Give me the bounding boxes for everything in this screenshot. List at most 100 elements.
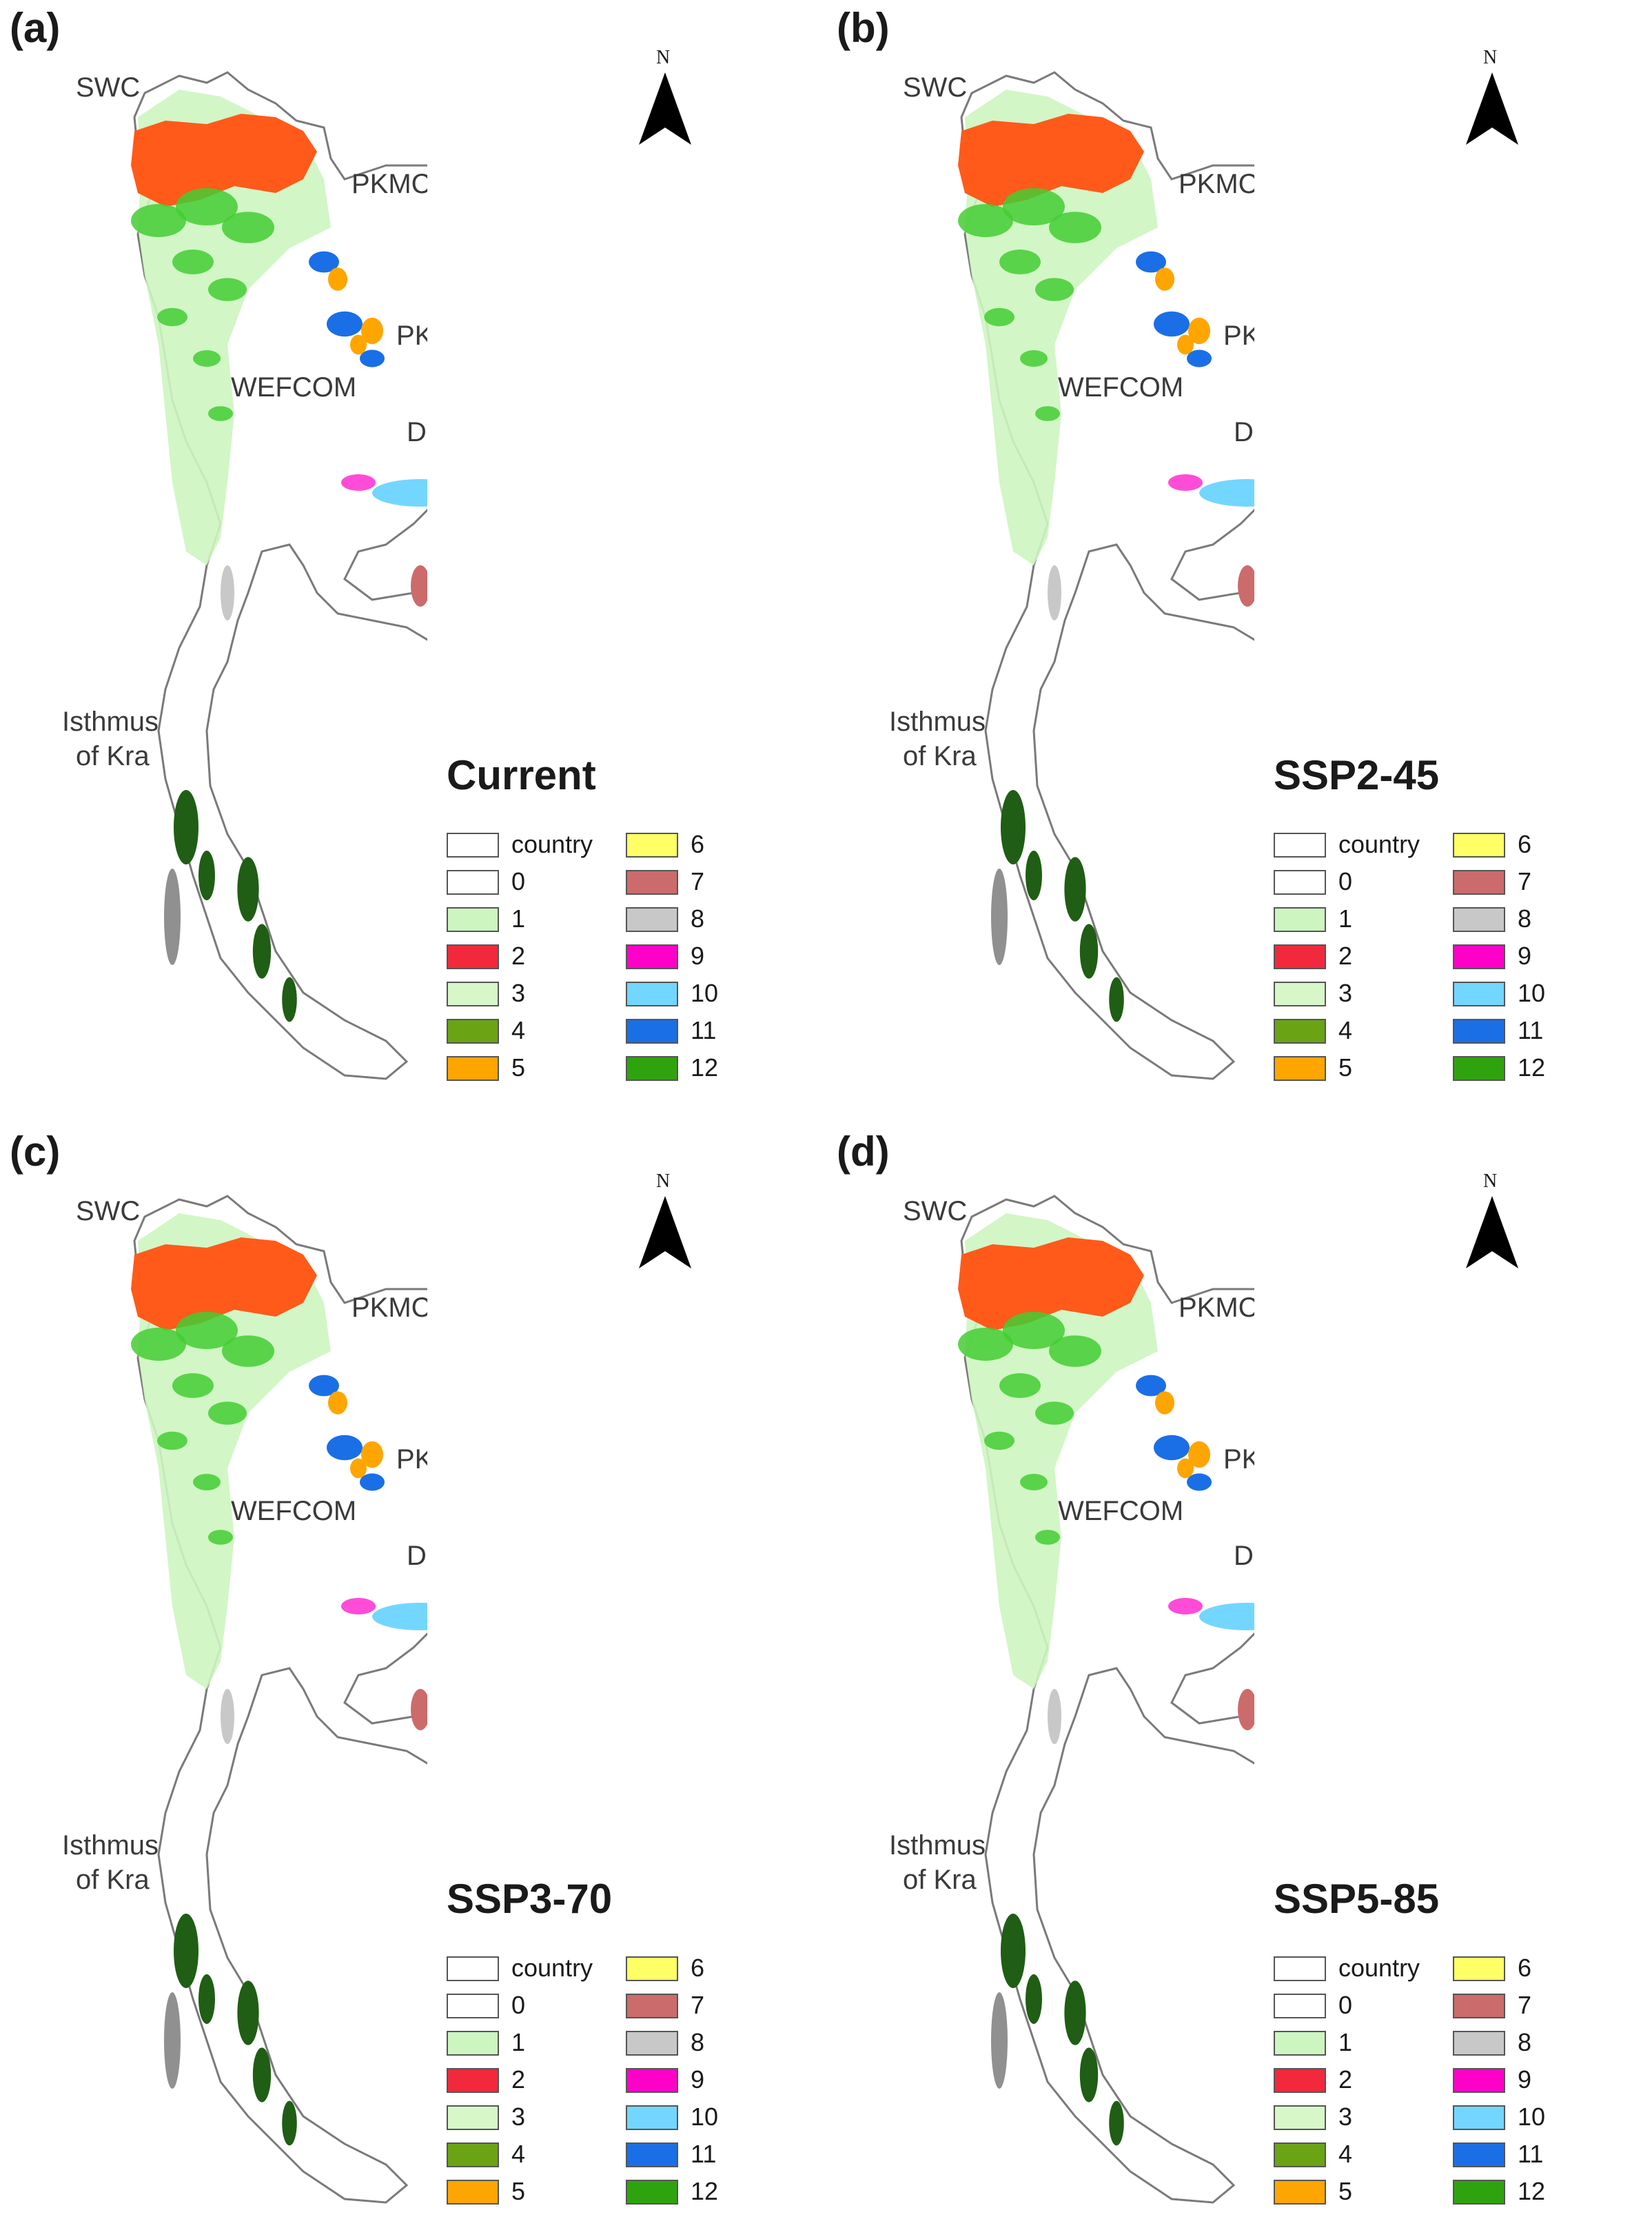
legend-label: 0 [511,1991,526,2019]
red-brown-patch [411,1689,427,1730]
legend-label: 9 [691,942,705,970]
legend-swatch [626,2031,678,2056]
blue-patch [327,311,363,337]
legend-swatch [447,833,499,858]
legend-swatch [1274,1019,1326,1044]
legend-swatch [1274,1956,1326,1981]
blue-patch [1187,349,1212,367]
green-patch [193,1474,221,1490]
blue-patch [1136,251,1166,273]
label-of-kra: of Kra [76,741,150,771]
magenta-patch [1168,1598,1203,1614]
dark-green-patch [282,977,297,1022]
green-patch [984,307,1014,327]
map-panel-b: (b) SWC PKMC PKNN WEFCOM DYKY Isthmus of Kra N SS… [827,0,1640,1103]
green-patch [176,188,238,225]
legend-label: 9 [691,2065,705,2094]
legend-swatch [447,2031,499,2056]
legend-label: country [511,1954,593,1982]
orange-patch [1188,317,1210,345]
north-arrow-icon [1466,1196,1518,1268]
legend-swatch [1453,1956,1505,1981]
blue-patch [360,1473,385,1491]
panel-letter: (b) [837,5,890,51]
label-swc: SWC [76,72,140,103]
legend-label: country [1338,1954,1420,1982]
label-pkmc: PKMC [351,169,427,199]
legend-label: 10 [691,2103,719,2131]
dark-green-patch [252,2047,272,2103]
green-patch [1035,406,1060,421]
legend-label: 9 [1518,2065,1532,2094]
label-swc: SWC [903,72,967,103]
green-patch [222,212,274,243]
green-patch [999,250,1041,274]
orange-patch [361,317,383,345]
label-dyky: DYKY [1234,417,1254,447]
label-swc: SWC [903,1196,967,1226]
label-wefcom: WEFCOM [1058,1496,1183,1526]
green-patch [1003,188,1065,225]
legend-swatch [1274,2031,1326,2056]
legend-swatch [447,944,499,969]
dark-green-patch [252,924,272,979]
blue-patch [327,1435,363,1461]
legend-label: 2 [1338,942,1353,970]
blue-patch [309,1375,339,1397]
legend-swatch [1274,2068,1326,2093]
legend-swatch [1274,870,1326,895]
legend-swatch [1453,2068,1505,2093]
magenta-patch [341,474,376,491]
label-wefcom: WEFCOM [231,1496,356,1526]
legend-label: 7 [1518,867,1532,895]
label-wefcom: WEFCOM [231,372,356,403]
legend-swatch [626,1019,678,1044]
magenta-patch [1168,474,1203,491]
thailand-map: SWC PKMC PKNN WEFCOM DYKY Isthmus of Kra [889,1195,1254,2204]
dark-green-patch [1026,851,1042,900]
legend-label: 10 [691,979,719,1007]
dark-green-patch [174,1914,198,1988]
legend-swatch [1453,1994,1505,2018]
swc-orange-block [131,114,317,207]
blue-patch [1187,1473,1212,1491]
green-patch [208,406,233,421]
legend-label: 1 [511,904,526,933]
label-pknn: PKNN [1223,321,1254,351]
legend-label: 0 [1338,1991,1353,2019]
green-patch [208,278,247,301]
legend-swatch [1453,907,1505,932]
north-label: N [656,47,671,68]
legend-label: 11 [691,1016,717,1044]
blue-patch [1154,1435,1190,1461]
legend-label: 4 [1338,1016,1353,1044]
gray-patch [221,1689,234,1744]
legend-label: 7 [691,1991,705,2019]
orange-patch [1188,1441,1210,1468]
legend-label: 6 [691,830,705,858]
legend-label: 1 [1338,2028,1353,2056]
green-patch [172,1373,214,1398]
legend-label: 4 [511,2140,526,2168]
orange-patch [350,334,367,355]
dark-green-patch [1109,2100,1124,2146]
green-patch [131,1328,186,1361]
dark-green-patch [1001,1914,1026,1988]
scenario-title: SSP2-45 [1274,752,1440,798]
legend-label: 11 [1518,1016,1544,1044]
legend-swatch [626,833,678,858]
legend-swatch [1453,2031,1505,2056]
light-blue-patch [1199,479,1254,507]
dark-green-patch [174,790,198,864]
orange-patch [1177,1458,1194,1479]
legend-label: 3 [1338,2103,1353,2131]
label-pknn: PKNN [396,1444,427,1475]
legend-label: 8 [691,904,705,933]
legend-label: 7 [1518,1991,1532,2019]
green-patch [958,204,1013,237]
legend-swatch [447,982,499,1006]
label-pknn: PKNN [396,321,427,351]
legend-swatch [1274,982,1326,1006]
legend-swatch [626,1056,678,1081]
green-patch [1035,1401,1074,1425]
